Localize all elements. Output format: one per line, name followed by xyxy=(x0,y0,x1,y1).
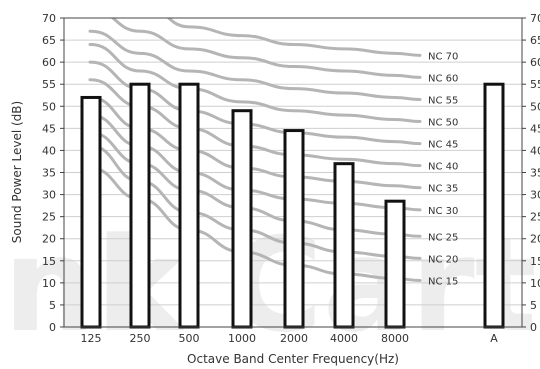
x-tick-label: 2000 xyxy=(280,332,308,345)
x-tick-label: 125 xyxy=(81,332,102,345)
x-tick-label: 1000 xyxy=(228,332,256,345)
y-ticks-left: 0 5 10 15 20 25 30 35 40 45 50 55 60 65 70 xyxy=(42,12,64,334)
nc-curve-label: NC 30 xyxy=(428,206,458,217)
nc-curve-label: NC 35 xyxy=(428,184,458,195)
y-tick-label: 40 xyxy=(42,144,56,157)
y-tick-label: 65 xyxy=(42,34,56,47)
x-ticks: 125 250 500 1000 2000 4000 8000 A xyxy=(81,332,499,345)
bar xyxy=(283,129,305,329)
y-tick-label: 0 xyxy=(49,321,56,334)
nc-curve-label: NC 50 xyxy=(428,118,458,129)
bars xyxy=(80,82,505,329)
nc-curve-label: NC 40 xyxy=(428,162,458,173)
x-axis-label: Octave Band Center Frequency(Hz) xyxy=(187,352,399,366)
x-tick-label: 500 xyxy=(179,332,200,345)
bar xyxy=(129,82,151,329)
nc-curve xyxy=(88,42,422,124)
y-tick-label: 55 xyxy=(42,78,56,91)
y-tick-label: 15 xyxy=(42,255,56,268)
nc-curve-label: NC 15 xyxy=(428,276,458,287)
y-tick-label-right: 45 xyxy=(530,122,540,135)
y-tick-label: 25 xyxy=(42,211,56,224)
y-tick-label: 45 xyxy=(42,122,56,135)
y-tick-label-right: 55 xyxy=(530,78,540,91)
y-tick-label: 70 xyxy=(42,12,56,25)
y-tick-label: 10 xyxy=(42,277,56,290)
y-tick-label-right: 10 xyxy=(530,277,540,290)
y-tick-label: 5 xyxy=(49,299,56,312)
nc-curve-label: NC 55 xyxy=(428,95,458,106)
nc-curve xyxy=(88,29,422,101)
nc-curve-label: NC 45 xyxy=(428,140,458,151)
y-tick-label-right: 25 xyxy=(530,211,540,224)
y-tick-label-right: 20 xyxy=(530,233,540,246)
y-tick-label: 20 xyxy=(42,233,56,246)
x-tick-label: 8000 xyxy=(381,332,409,345)
bar xyxy=(178,82,200,329)
nc-curve-label: NC 70 xyxy=(428,51,458,62)
y-tick-label-right: 5 xyxy=(530,299,537,312)
nc-curve xyxy=(110,18,422,79)
y-tick-label-right: 35 xyxy=(530,167,540,180)
x-tick-label: 4000 xyxy=(330,332,358,345)
y-tick-label: 60 xyxy=(42,56,56,69)
nc-curve-label: NC 20 xyxy=(428,254,458,265)
y-ticks-right: 0 5 10 15 20 25 30 35 40 45 50 55 60 65 70 xyxy=(522,12,540,334)
y-tick-label-right: 65 xyxy=(530,34,540,47)
y-tick-label: 35 xyxy=(42,167,56,180)
y-tick-label-right: 15 xyxy=(530,255,540,268)
bar xyxy=(384,199,406,329)
y-tick-label-right: 60 xyxy=(530,56,540,69)
y-axis-label: Sound Power Level (dB) xyxy=(10,101,24,243)
nc-curve-label: NC 60 xyxy=(428,73,458,84)
y-tick-label: 50 xyxy=(42,100,56,113)
y-tick-label-right: 0 xyxy=(530,321,537,334)
nc-curve-label: NC 25 xyxy=(428,232,458,243)
bar xyxy=(231,109,253,329)
y-tick-label-right: 70 xyxy=(530,12,540,25)
x-tick-label: A xyxy=(490,332,498,345)
y-tick-label-right: 40 xyxy=(530,144,540,157)
bar xyxy=(483,82,505,329)
nc-labels: NC 15 NC 20 NC 25 NC 30 NC 35 NC 40 NC 45 NC 50… xyxy=(428,51,458,287)
x-tick-label: 250 xyxy=(130,332,151,345)
y-tick-label-right: 50 xyxy=(530,100,540,113)
nc-curve xyxy=(166,18,422,57)
bar xyxy=(80,95,102,329)
y-tick-label-right: 30 xyxy=(530,189,540,202)
bar xyxy=(333,162,355,329)
y-tick-label: 30 xyxy=(42,189,56,202)
